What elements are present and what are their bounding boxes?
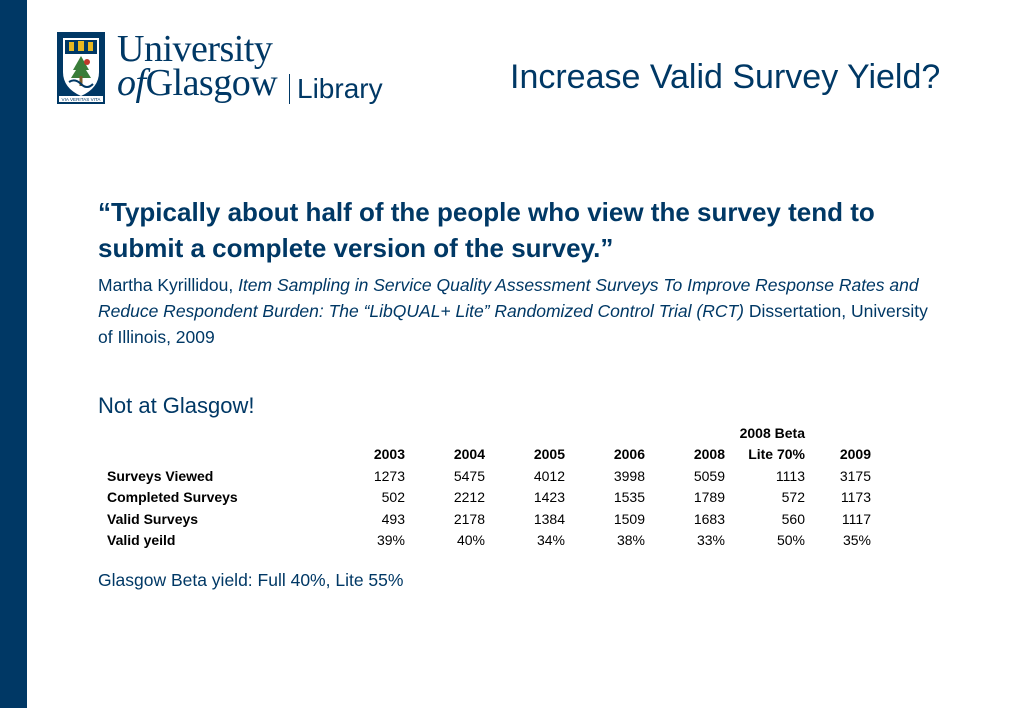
logo-word-glasgow-text: Glasgow <box>145 62 278 104</box>
quote-text: “Typically about half of the people who … <box>98 197 875 263</box>
table-header-cell <box>645 419 725 441</box>
table-header-cell: 2003 <box>373 446 405 462</box>
table-cell: 2178 <box>453 510 485 527</box>
table-cell: 2212 <box>453 489 485 505</box>
table-header-cell <box>100 441 327 463</box>
table-header-cell <box>485 419 565 441</box>
slide-title: Increase Valid Survey Yield? <box>510 58 941 96</box>
table-cell: 3998 <box>613 467 645 484</box>
table-cell: 4012 <box>533 467 565 484</box>
table-row: Valid Surveys 493 2178 1384 1509 1683 56… <box>100 505 871 527</box>
table-cell: 5475 <box>453 467 485 484</box>
table-header-cell: 2004 <box>453 446 485 462</box>
table-cell: 572 <box>781 489 805 505</box>
citation-source: Dissertation, University of Illinois, 20… <box>98 301 928 347</box>
university-logo: VIA VERITAS VITA University ofGlasgow Li… <box>57 30 397 108</box>
survey-yield-table: 2008 Beta 2003 2004 2005 2006 2008 Lite … <box>100 419 871 549</box>
table-header-cell: 2005 <box>533 446 565 462</box>
table-header-top-row: 2008 Beta <box>100 419 871 441</box>
crest-motto: VIA VERITAS VITA <box>62 97 102 102</box>
table-cell: 1173 <box>840 489 871 505</box>
table-header-row: 2003 2004 2005 2006 2008 Lite 70% 2009 <box>100 441 871 463</box>
table-cell: 1384 <box>533 510 565 527</box>
table-row: Completed Surveys 502 2212 1423 1535 178… <box>100 484 871 505</box>
table-cell: 34% <box>536 532 565 548</box>
table-header-cell <box>100 419 327 441</box>
row-label: Valid yeild <box>107 532 176 548</box>
table-header-cell: Lite 70% <box>748 446 805 462</box>
table-cell: 493 <box>381 510 405 527</box>
note-not-at-glasgow: Not at Glasgow! <box>98 393 255 418</box>
table-cell: 38% <box>616 532 645 548</box>
table-header-cell: 2008 Beta <box>739 424 805 441</box>
row-label: Completed Surveys <box>107 489 238 505</box>
table-header-cell <box>405 419 485 441</box>
row-label: Valid Surveys <box>107 510 199 527</box>
table-cell: 560 <box>781 510 805 527</box>
citation-author: Martha Kyrillidou, <box>98 275 239 295</box>
table-header-cell: 2008 <box>693 446 725 462</box>
table-cell: 1535 <box>613 489 645 505</box>
table-cell: 35% <box>842 532 871 548</box>
table-cell: 40% <box>456 532 485 548</box>
table-cell: 5059 <box>693 467 725 484</box>
table-cell: 33% <box>696 532 725 548</box>
logo-divider <box>289 74 290 104</box>
table-cell: 50% <box>776 532 805 548</box>
table-cell: 1423 <box>533 489 565 505</box>
logo-word-of: of <box>117 62 146 104</box>
table-cell: 3175 <box>839 467 871 484</box>
citation-title: Item Sampling in Service Quality Assessm… <box>98 275 919 321</box>
table-cell: 1113 <box>775 467 805 484</box>
table-cell: 1273 <box>373 467 405 484</box>
table-cell: 1683 <box>693 510 725 527</box>
university-crest-icon: VIA VERITAS VITA <box>57 32 105 104</box>
table-cell: 1117 <box>841 510 871 527</box>
table-header-cell <box>327 419 405 441</box>
table-header-cell: 2006 <box>613 446 645 462</box>
row-label: Surveys Viewed <box>107 467 214 484</box>
logo-word-library: Library <box>297 73 383 104</box>
table-row: Valid yeild 39% 40% 34% 38% 33% 50% 35% <box>100 527 871 548</box>
table-cell: 1509 <box>613 510 645 527</box>
table-header-cell <box>805 419 871 441</box>
table-cell: 39% <box>376 532 405 548</box>
footer-beta-yield: Glasgow Beta yield: Full 40%, Lite 55% <box>98 570 404 590</box>
table-row: Surveys Viewed 1273 5475 4012 3998 5059 … <box>100 462 871 484</box>
table-header-cell: 2009 <box>839 446 871 462</box>
table-cell: 502 <box>381 489 405 505</box>
table-header-cell <box>565 419 645 441</box>
logo-word-glasgow: ofGlasgow <box>117 62 278 104</box>
table-cell: 1789 <box>693 489 725 505</box>
logo-word-university: University <box>117 28 273 70</box>
citation: Martha Kyrillidou, Item Sampling in Serv… <box>98 272 938 350</box>
left-sidebar-bar <box>0 0 27 708</box>
